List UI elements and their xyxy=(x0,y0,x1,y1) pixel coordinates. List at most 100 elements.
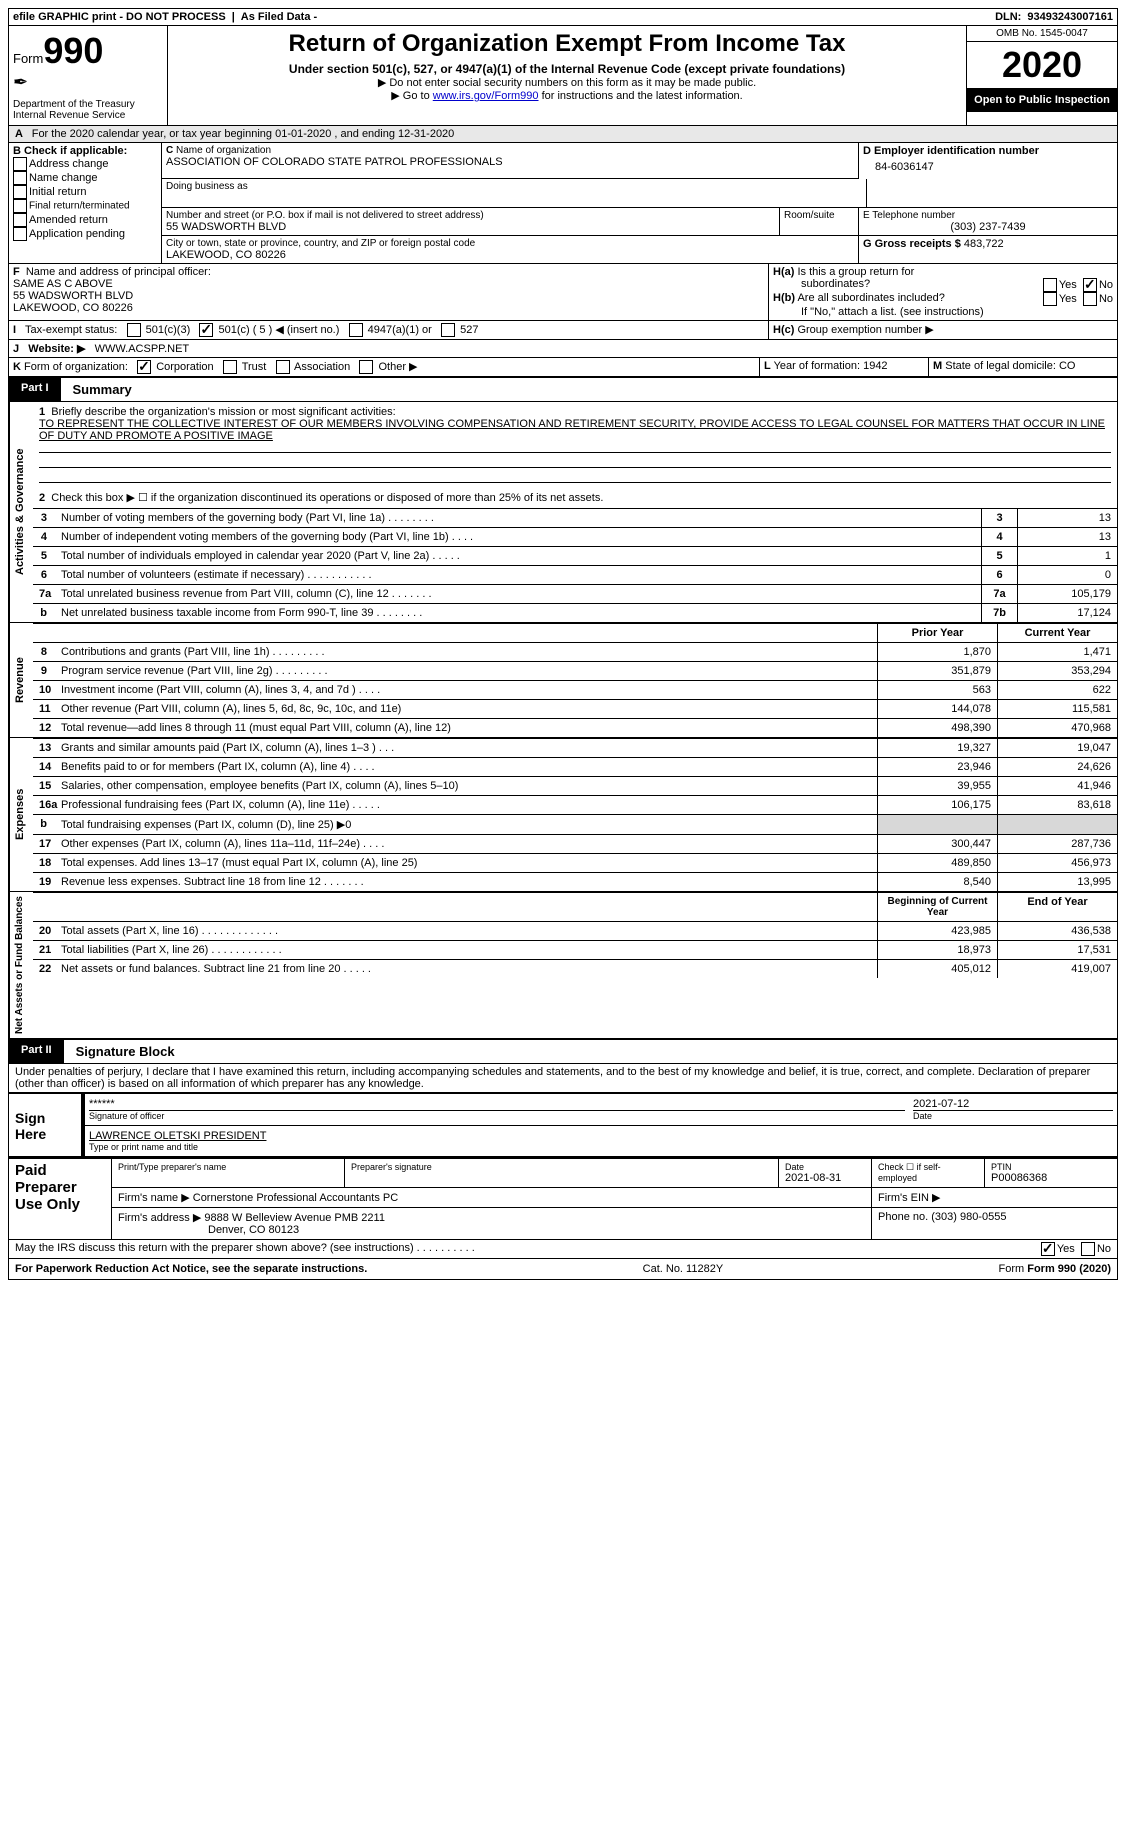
dln-label: DLN: xyxy=(995,11,1021,23)
prior-value: 498,390 xyxy=(877,718,997,737)
current-value: 1,471 xyxy=(997,642,1117,661)
exp-side-label: Expenses xyxy=(9,738,30,891)
section-klm: K Form of organization: Corporation Trus… xyxy=(8,358,1118,377)
perjury-text: Under penalties of perjury, I declare th… xyxy=(8,1064,1118,1092)
header-line-2-post: for instructions and the latest informat… xyxy=(539,90,743,102)
prior-value: 405,012 xyxy=(877,959,997,978)
line-value: 105,179 xyxy=(1017,584,1117,603)
current-value: 470,968 xyxy=(997,718,1117,737)
line-key: 6 xyxy=(981,565,1017,584)
section-a: A For the 2020 calendar year, or tax yea… xyxy=(8,126,1118,143)
current-value: 353,294 xyxy=(997,661,1117,680)
line-num: 5 xyxy=(33,546,55,565)
website-value: WWW.ACSPP.NET xyxy=(95,343,190,355)
prior-value: 563 xyxy=(877,680,997,699)
line-num: 4 xyxy=(33,527,55,546)
line-num: 17 xyxy=(33,834,55,853)
line-num: 9 xyxy=(33,661,55,680)
header-line-1: ▶ Do not enter social security numbers o… xyxy=(176,76,958,89)
line-value: 17,124 xyxy=(1017,603,1117,622)
line-num: 11 xyxy=(33,699,55,718)
line-text: Other revenue (Part VIII, column (A), li… xyxy=(55,699,877,718)
line-num: 20 xyxy=(33,921,55,940)
discuss-row: May the IRS discuss this return with the… xyxy=(8,1240,1118,1259)
line-value: 13 xyxy=(1017,527,1117,546)
line-num: 16a xyxy=(33,795,55,814)
prior-value: 19,327 xyxy=(877,738,997,757)
prior-value: 106,175 xyxy=(877,795,997,814)
line-text: Number of independent voting members of … xyxy=(55,527,981,546)
line-text: Total revenue—add lines 8 through 11 (mu… xyxy=(55,718,877,737)
line-num: 8 xyxy=(33,642,55,661)
e-label: E Telephone number xyxy=(863,210,1113,221)
line-text: Total expenses. Add lines 13–17 (must eq… xyxy=(55,853,877,872)
current-value: 83,618 xyxy=(997,795,1117,814)
h-b-checks[interactable]: Yes No xyxy=(1043,292,1113,306)
line-text: Total fundraising expenses (Part IX, col… xyxy=(55,814,877,834)
line-value: 0 xyxy=(1017,565,1117,584)
d-label: D Employer identification number xyxy=(863,145,1113,157)
line-text: Investment income (Part VIII, column (A)… xyxy=(55,680,877,699)
part-2-bar: Part II Signature Block xyxy=(8,1039,1118,1064)
prior-value: 351,879 xyxy=(877,661,997,680)
line-text: Program service revenue (Part VIII, line… xyxy=(55,661,877,680)
asfiled-label: As Filed Data - xyxy=(241,11,317,23)
check-initial[interactable]: Initial return xyxy=(13,185,157,199)
header-block: Form990 ✒ Department of the Treasury Int… xyxy=(8,26,1118,126)
gov-side-label: Activities & Governance xyxy=(9,402,30,622)
line-num: 22 xyxy=(33,959,55,978)
line-text: Total liabilities (Part X, line 26) . . … xyxy=(55,940,877,959)
line-text: Total number of volunteers (estimate if … xyxy=(55,565,981,584)
line-key: 3 xyxy=(981,508,1017,527)
line-text: Total number of individuals employed in … xyxy=(55,546,981,565)
form-number: 990 xyxy=(43,30,103,71)
net-side-label: Net Assets or Fund Balances xyxy=(9,892,29,1038)
current-value: 287,736 xyxy=(997,834,1117,853)
line-text: Benefits paid to or for members (Part IX… xyxy=(55,757,877,776)
line-key: 7b xyxy=(981,603,1017,622)
preparer-table: Paid Preparer Use Only Print/Type prepar… xyxy=(8,1157,1118,1240)
irs-link[interactable]: www.irs.gov/Form990 xyxy=(433,90,539,102)
line-text: Total unrelated business revenue from Pa… xyxy=(55,584,981,603)
current-value xyxy=(997,814,1117,834)
line-text: Grants and similar amounts paid (Part IX… xyxy=(55,738,877,757)
line-num: b xyxy=(33,603,55,622)
check-final[interactable]: Final return/terminated xyxy=(13,199,157,213)
footer: For Paperwork Reduction Act Notice, see … xyxy=(8,1259,1118,1280)
check-amended[interactable]: Amended return xyxy=(13,213,157,227)
prior-value: 423,985 xyxy=(877,921,997,940)
line-num: 12 xyxy=(33,718,55,737)
line-value: 1 xyxy=(1017,546,1117,565)
check-address[interactable]: Address change xyxy=(13,157,157,171)
line-key: 4 xyxy=(981,527,1017,546)
street-address: 55 WADSWORTH BLVD xyxy=(166,221,775,233)
line-num: 3 xyxy=(33,508,55,527)
top-band: efile GRAPHIC print - DO NOT PROCESS | A… xyxy=(8,8,1118,26)
line-num: 19 xyxy=(33,872,55,891)
current-value: 436,538 xyxy=(997,921,1117,940)
section-bcde: B Check if applicable: Address change Na… xyxy=(8,143,1118,264)
line-num: 13 xyxy=(33,738,55,757)
line-key: 7a xyxy=(981,584,1017,603)
line-num: 18 xyxy=(33,853,55,872)
check-pending[interactable]: Application pending xyxy=(13,227,157,241)
line-value: 13 xyxy=(1017,508,1117,527)
line-text: Number of voting members of the governin… xyxy=(55,508,981,527)
current-value: 456,973 xyxy=(997,853,1117,872)
current-value: 19,047 xyxy=(997,738,1117,757)
form-prefix: Form xyxy=(13,51,43,66)
line-text: Contributions and grants (Part VIII, lin… xyxy=(55,642,877,661)
f-label: F Name and address of principal officer: xyxy=(13,266,764,278)
prior-value: 144,078 xyxy=(877,699,997,718)
h-a-checks[interactable]: Yes No xyxy=(1043,278,1113,292)
line-key: 5 xyxy=(981,546,1017,565)
mission-text: TO REPRESENT THE COLLECTIVE INTEREST OF … xyxy=(39,418,1105,442)
check-name[interactable]: Name change xyxy=(13,171,157,185)
form-990-page: efile GRAPHIC print - DO NOT PROCESS | A… xyxy=(0,0,1126,1288)
section-j: J Website: ▶ WWW.ACSPP.NET xyxy=(8,340,1118,358)
omb-label: OMB No. 1545-0047 xyxy=(967,26,1117,42)
line-num: 15 xyxy=(33,776,55,795)
prior-value: 8,540 xyxy=(877,872,997,891)
b-label: B Check if applicable: xyxy=(13,145,157,157)
section-fh: F Name and address of principal officer:… xyxy=(8,264,1118,321)
